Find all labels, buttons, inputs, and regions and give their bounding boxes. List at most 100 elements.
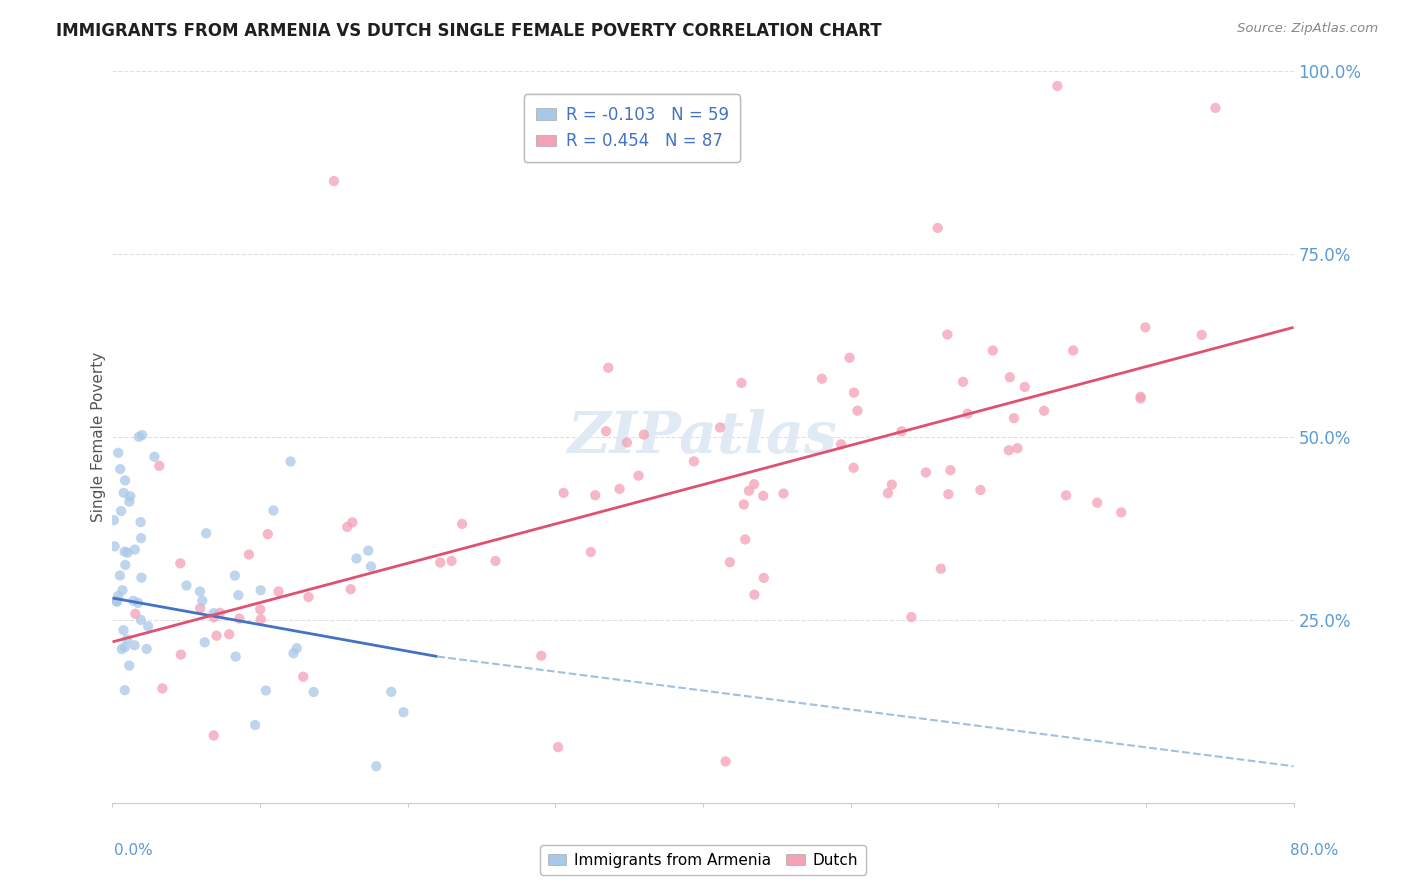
Point xyxy=(131,428,153,442)
Point xyxy=(129,515,152,529)
Point xyxy=(752,571,775,585)
Text: 80.0%: 80.0% xyxy=(1291,843,1339,858)
Point xyxy=(939,463,962,477)
Point xyxy=(114,683,136,698)
Point xyxy=(927,221,949,235)
Point xyxy=(915,466,938,480)
Point xyxy=(170,648,193,662)
Point xyxy=(243,718,266,732)
Point xyxy=(202,729,225,743)
Point xyxy=(208,606,231,620)
Point xyxy=(108,568,131,582)
Point xyxy=(553,486,575,500)
Point xyxy=(1014,380,1036,394)
Point xyxy=(267,584,290,599)
Point xyxy=(191,593,214,607)
Point xyxy=(998,443,1021,458)
Point xyxy=(131,571,153,585)
Point xyxy=(360,559,382,574)
Point xyxy=(249,602,271,616)
Point xyxy=(112,623,135,637)
Point xyxy=(105,594,128,608)
Point xyxy=(205,629,228,643)
Point xyxy=(366,759,388,773)
Point xyxy=(730,376,752,390)
Point xyxy=(616,435,638,450)
Point xyxy=(440,554,463,568)
Point xyxy=(115,632,138,647)
Point xyxy=(283,646,305,660)
Text: 0.0%: 0.0% xyxy=(114,843,153,858)
Point xyxy=(609,482,631,496)
Point xyxy=(195,526,218,541)
Point xyxy=(981,343,1004,358)
Point xyxy=(256,527,278,541)
Point xyxy=(225,649,247,664)
Point xyxy=(127,596,149,610)
Point xyxy=(583,488,606,502)
Point xyxy=(718,555,741,569)
Point xyxy=(952,375,974,389)
Point xyxy=(838,351,860,365)
Point xyxy=(969,483,991,497)
Point xyxy=(124,607,146,621)
Point xyxy=(194,635,217,649)
Point xyxy=(136,619,159,633)
Legend: R = -0.103   N = 59, R = 0.454   N = 87: R = -0.103 N = 59, R = 0.454 N = 87 xyxy=(524,95,741,162)
Point xyxy=(1135,320,1157,334)
Point xyxy=(1191,327,1213,342)
Text: ZIPatlas: ZIPatlas xyxy=(568,409,838,466)
Point xyxy=(176,578,198,592)
Point xyxy=(339,582,361,597)
Y-axis label: Single Female Poverty: Single Female Poverty xyxy=(90,352,105,522)
Point xyxy=(877,486,900,500)
Point xyxy=(108,462,131,476)
Point xyxy=(451,516,474,531)
Point xyxy=(1046,78,1069,93)
Point xyxy=(744,588,766,602)
Point xyxy=(107,589,129,603)
Point xyxy=(122,594,145,608)
Point xyxy=(135,641,157,656)
Point xyxy=(148,458,170,473)
Point xyxy=(1062,343,1084,358)
Point xyxy=(772,486,794,500)
Point xyxy=(627,468,650,483)
Point xyxy=(579,545,602,559)
Point xyxy=(357,543,380,558)
Point xyxy=(111,642,134,657)
Point xyxy=(143,450,166,464)
Point xyxy=(169,557,191,571)
Point xyxy=(188,584,211,599)
Point xyxy=(218,627,240,641)
Point xyxy=(811,372,834,386)
Point xyxy=(683,454,706,468)
Point xyxy=(120,489,142,503)
Point xyxy=(228,588,250,602)
Point xyxy=(956,407,979,421)
Point xyxy=(1085,496,1108,510)
Point xyxy=(346,551,368,566)
Point xyxy=(124,638,146,652)
Point xyxy=(929,562,952,576)
Point xyxy=(709,420,731,434)
Point xyxy=(380,685,402,699)
Point xyxy=(285,641,308,656)
Point xyxy=(842,460,865,475)
Point xyxy=(846,403,869,417)
Point xyxy=(633,427,655,442)
Point xyxy=(890,425,912,439)
Point xyxy=(114,640,136,654)
Point xyxy=(484,554,506,568)
Point xyxy=(110,504,132,518)
Point xyxy=(598,360,620,375)
Point xyxy=(114,474,136,488)
Point xyxy=(105,594,128,608)
Point xyxy=(742,477,765,491)
Point xyxy=(280,454,302,468)
Point xyxy=(118,494,141,508)
Point xyxy=(292,670,315,684)
Point xyxy=(224,568,246,582)
Point xyxy=(202,610,225,624)
Point xyxy=(249,612,271,626)
